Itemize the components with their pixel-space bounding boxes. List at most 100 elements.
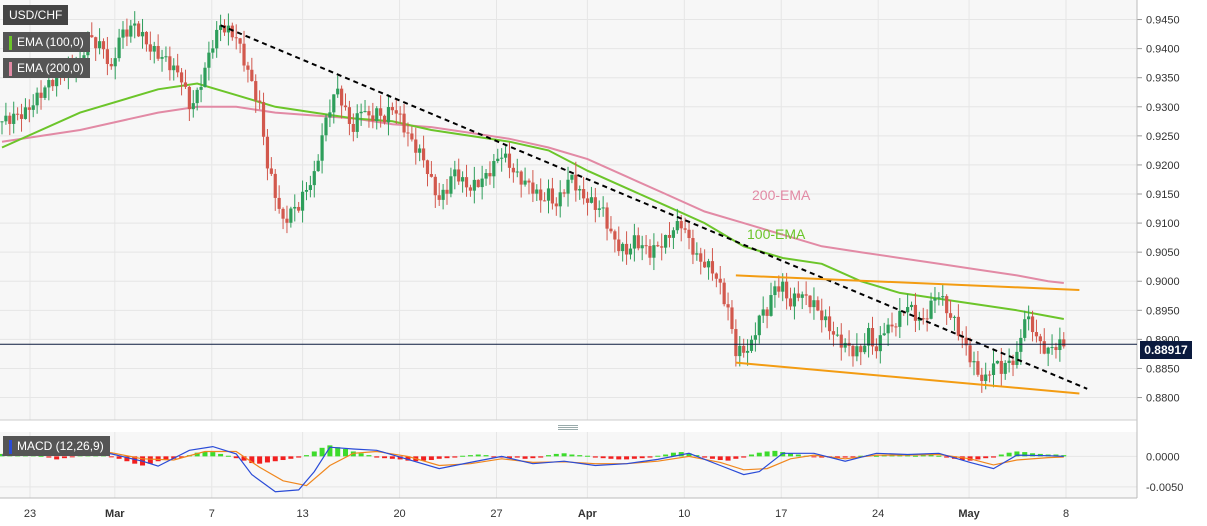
macd-histogram-bar [795, 454, 801, 457]
macd-histogram-bar [772, 450, 778, 457]
macd-histogram-bar [54, 456, 60, 460]
macd-histogram-bar [343, 449, 349, 457]
candle-body [952, 316, 957, 318]
candle-body [1030, 316, 1035, 333]
candle-body [855, 346, 859, 357]
candle-body [976, 361, 980, 375]
candle-body [804, 294, 808, 296]
candle-body [324, 117, 328, 136]
macd-histogram-bar [319, 447, 325, 457]
candle-body [226, 25, 231, 33]
candle-body [183, 82, 188, 87]
x-tick-label: Apr [578, 508, 598, 520]
candle-body [168, 56, 172, 71]
x-tick-label: 10 [678, 508, 690, 520]
candle-body [328, 112, 332, 118]
macd-histogram-bar [624, 456, 630, 460]
candle-body [777, 286, 781, 292]
candle-body [648, 245, 652, 258]
candle-body [843, 342, 847, 348]
candle-body [117, 37, 121, 59]
macd-histogram-bar [116, 456, 122, 459]
macd-histogram-bar [218, 453, 224, 457]
candle-body [742, 345, 746, 353]
macd-histogram-bar [702, 456, 708, 458]
y-tick-label: 0.8950 [1146, 305, 1180, 317]
candle-body [613, 231, 617, 240]
candle-body [258, 100, 262, 103]
macd-histogram-bar [397, 456, 403, 460]
pane-resize-handle[interactable] [558, 424, 578, 430]
macd-histogram-bar [811, 456, 817, 458]
candle-body [27, 107, 31, 110]
macd-legend[interactable]: MACD (12,26,9) [3, 436, 110, 456]
ema200-legend[interactable]: EMA (200,0) [3, 58, 90, 78]
candle-body [133, 23, 137, 26]
y-tick-label: 0.9100 [1146, 218, 1180, 230]
candle-body [714, 273, 718, 279]
candle-body [441, 189, 445, 200]
candle-body [336, 88, 340, 95]
candle-body [1038, 336, 1042, 342]
candle-body [636, 235, 640, 249]
candle-body [859, 346, 863, 353]
x-tick-label: 20 [393, 508, 405, 520]
candle-body [148, 44, 152, 52]
trendlines [220, 24, 1088, 395]
macd-histogram-bar [210, 452, 216, 457]
last-price-badge: 0.88917 [1140, 341, 1192, 359]
candle-body [1023, 319, 1027, 338]
candle-body [925, 318, 929, 320]
y-tick-label: 0.9400 [1146, 44, 1180, 56]
candle-body [379, 108, 383, 116]
candle-body [351, 123, 355, 132]
candle-body [664, 234, 668, 248]
candle-body [375, 108, 379, 122]
candle-body [597, 208, 601, 210]
ema100-legend[interactable]: EMA (100,0) [3, 32, 90, 52]
candle-body [503, 153, 508, 158]
candle-body [574, 174, 578, 191]
candle-body [0, 121, 4, 123]
candle-body [261, 102, 266, 137]
macd-histogram-bar [936, 455, 942, 457]
macd-histogram-bar [1022, 452, 1028, 457]
macd-histogram-bar [585, 455, 591, 457]
candle-body [562, 192, 566, 194]
candle-body [1015, 351, 1019, 365]
candle-body [457, 169, 461, 182]
candle-body [367, 111, 371, 116]
candles [0, 11, 1066, 393]
candle-body [718, 278, 722, 283]
candle-body [273, 173, 277, 198]
candle-body [948, 313, 953, 318]
candle-body [621, 243, 625, 252]
candle-body [4, 115, 8, 122]
candle-body [824, 316, 828, 321]
symbol-tag: USD/CHF [3, 5, 69, 25]
macd-histogram-bar [280, 456, 286, 461]
macd-histogram-bar [514, 456, 520, 458]
candle-body [468, 187, 473, 191]
macd-histogram-bar [733, 456, 739, 459]
candle-body [866, 328, 871, 346]
candle-body [23, 107, 28, 119]
candle-body [113, 58, 117, 67]
channel-line [735, 361, 1080, 395]
macd-y-tick-label: -0.0050 [1146, 482, 1183, 494]
candle-body [945, 296, 949, 314]
candle-body [882, 333, 886, 336]
candle-body [425, 160, 430, 175]
candle-body [937, 297, 941, 299]
x-tick-label: 17 [775, 508, 787, 520]
y-tick-label: 0.9450 [1146, 15, 1180, 27]
macd-histogram-bar [132, 456, 138, 464]
price-pane [0, 0, 1137, 420]
candle-body [788, 298, 793, 307]
candle-body [831, 331, 836, 335]
macd-histogram-bar [467, 455, 473, 457]
macd-histogram-bar [983, 456, 989, 459]
y-tick-label: 0.8850 [1146, 363, 1180, 375]
candle-body [988, 374, 992, 376]
ema-lines [1, 82, 1064, 320]
